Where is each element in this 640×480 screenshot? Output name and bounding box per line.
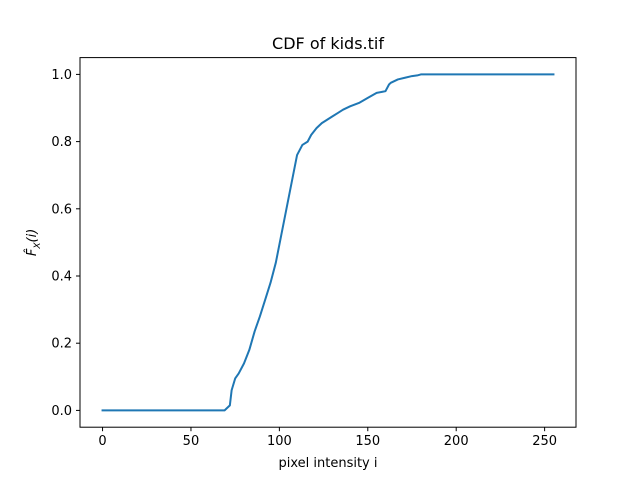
x-tick-label: 200 — [444, 434, 469, 449]
y-tick-label: 1.0 — [51, 68, 72, 83]
x-axis-label: pixel intensity i — [278, 456, 377, 471]
x-tick-label: 150 — [355, 434, 380, 449]
axes-ticks: 0 50 100 150 200 250 0.0 0.2 0.4 0.6 0.8 1.0 — [51, 68, 557, 449]
y-tick-label: 0.2 — [51, 337, 72, 352]
chart-title: CDF of kids.tif — [272, 34, 384, 53]
y-tick-label: 0.4 — [51, 270, 72, 285]
x-tick-label: 250 — [532, 434, 557, 449]
x-tick-label: 50 — [183, 434, 200, 449]
plot-frame — [79, 57, 577, 428]
x-tick-label: 0 — [98, 434, 106, 449]
y-tick-label: 0.0 — [51, 404, 72, 419]
y-tick-label: 0.6 — [51, 202, 72, 217]
x-tick-label: 100 — [267, 434, 292, 449]
y-tick-label: 0.8 — [51, 135, 72, 150]
cdf-series-line — [101, 73, 555, 412]
y-axis-label: F̂X(i) — [25, 229, 43, 256]
series-layer — [101, 73, 555, 412]
